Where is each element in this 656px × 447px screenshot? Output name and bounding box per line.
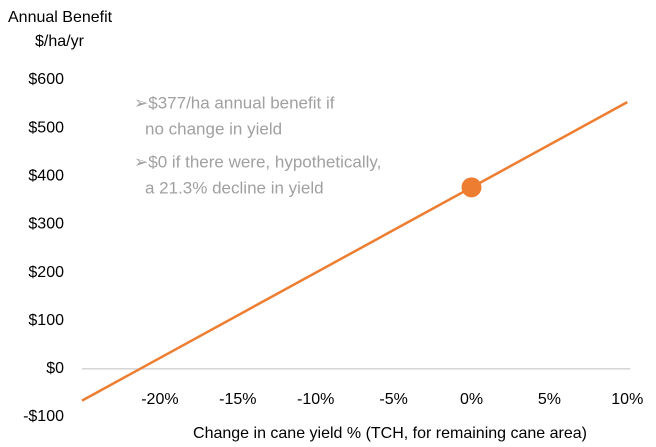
y-axis-title: Annual Benefit xyxy=(8,9,113,26)
x-tick-label: -10% xyxy=(297,391,334,408)
x-tick-label: 10% xyxy=(611,391,643,408)
y-tick-label: $100 xyxy=(28,312,64,329)
x-tick-label: -15% xyxy=(219,391,256,408)
line xyxy=(81,101,628,402)
annotation: a 21.3% decline in yield xyxy=(145,178,324,197)
y-tick-label: $500 xyxy=(28,119,64,136)
highlight-point xyxy=(461,177,482,198)
y-tick-label: $200 xyxy=(28,264,64,281)
annotation: ➢$0 if there were, hypothetically, xyxy=(134,152,381,171)
x-tick-label: -20% xyxy=(141,391,178,408)
annotation: no change in yield xyxy=(145,119,282,138)
y-tick-label: $600 xyxy=(28,71,64,88)
x-tick-label: -5% xyxy=(379,391,407,408)
y-tick-label: -$100 xyxy=(23,408,64,425)
x-tick-label: 0% xyxy=(460,391,483,408)
x-axis-title: Change in cane yield % (TCH, for remaini… xyxy=(193,425,587,442)
x-tick-label: 5% xyxy=(538,391,561,408)
y-tick-label: $300 xyxy=(28,216,64,233)
annotation: ➢$377/ha annual benefit if xyxy=(134,93,335,112)
y-tick-label: $400 xyxy=(28,168,64,185)
y-tick-label: $0 xyxy=(46,360,64,377)
y-axis-title: $/ha/yr xyxy=(35,33,85,50)
